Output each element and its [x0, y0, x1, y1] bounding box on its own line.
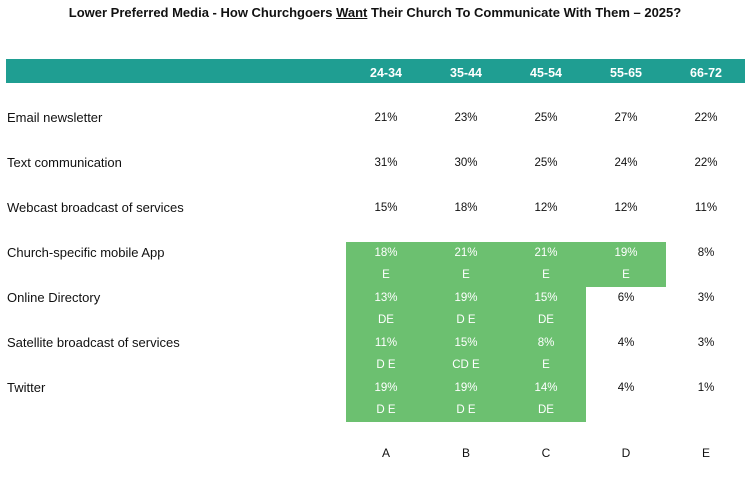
significance-cell: E [586, 264, 666, 287]
significance-cell: DE [506, 309, 586, 332]
title-suffix: Their Church To Communicate With Them – … [367, 5, 682, 20]
significance-cell: E [426, 264, 506, 287]
significance-cell: DE [506, 399, 586, 422]
value-cell: 6% [617, 292, 635, 304]
value-cell: 31% [374, 157, 398, 169]
value-cell: 24% [614, 157, 638, 169]
value-cell: 25% [534, 112, 558, 124]
column-header-66-72: 66-72 [690, 66, 722, 80]
column-letter-E: E [701, 446, 710, 460]
column-header-24-34: 24-34 [370, 66, 402, 80]
column-letter-C: C [541, 446, 551, 460]
value-cell: 22% [694, 157, 718, 169]
value-cell: 13% [346, 287, 426, 309]
value-cell: 27% [614, 112, 638, 124]
value-cell: 18% [346, 242, 426, 264]
value-cell: 22% [694, 112, 718, 124]
value-cell: 21% [506, 242, 586, 264]
value-cell: 19% [586, 242, 666, 264]
value-cell: 4% [617, 337, 635, 349]
value-cell: 25% [534, 157, 558, 169]
column-letter-A: A [381, 446, 390, 460]
value-cell: 11% [694, 202, 718, 214]
significance-cell: CD E [426, 354, 506, 377]
value-cell: 21% [374, 112, 398, 124]
value-cell: 15% [426, 332, 506, 354]
value-cell: 18% [454, 202, 478, 214]
column-header-45-54: 45-54 [530, 66, 562, 80]
column-letter-D: D [621, 446, 631, 460]
row-label: Satellite broadcast of services [7, 335, 180, 350]
row-label: Church-specific mobile App [7, 245, 165, 260]
value-cell: 1% [697, 382, 715, 394]
significance-cell: D E [346, 399, 426, 422]
significance-cell: D E [426, 399, 506, 422]
row-label: Email newsletter [7, 110, 103, 125]
value-cell: 14% [506, 377, 586, 399]
row-label: Online Directory [7, 290, 101, 305]
title-emphasis: Want [336, 5, 368, 20]
header-bar: 24-34 35-44 45-54 55-65 66-72 [6, 59, 745, 83]
value-cell: 12% [534, 202, 558, 214]
significance-cell: D E [426, 309, 506, 332]
value-cell: 19% [426, 287, 506, 309]
value-cell: 30% [454, 157, 478, 169]
row-label: Text communication [7, 155, 122, 170]
row-label: Webcast broadcast of services [7, 200, 184, 215]
column-header-35-44: 35-44 [450, 66, 482, 80]
value-cell: 4% [617, 382, 635, 394]
column-header-55-65: 55-65 [610, 66, 642, 80]
chart-title: Lower Preferred Media - How Churchgoers … [0, 5, 750, 20]
significance-cell: E [346, 264, 426, 287]
value-cell: 11% [346, 332, 426, 354]
value-cell: 3% [697, 337, 715, 349]
value-cell: 15% [506, 287, 586, 309]
value-cell: 3% [697, 292, 715, 304]
value-cell: 12% [614, 202, 638, 214]
significance-cell: E [506, 354, 586, 377]
significance-cell: E [506, 264, 586, 287]
value-cell: 15% [374, 202, 398, 214]
value-cell: 8% [697, 247, 715, 259]
value-cell: 8% [506, 332, 586, 354]
value-cell: 19% [426, 377, 506, 399]
title-prefix: Lower Preferred Media - How Churchgoers [68, 5, 337, 20]
row-label: Twitter [7, 380, 46, 395]
significance-cell: D E [346, 354, 426, 377]
value-cell: 23% [454, 112, 478, 124]
value-cell: 21% [426, 242, 506, 264]
column-letter-B: B [461, 446, 470, 460]
value-cell: 19% [346, 377, 426, 399]
significance-cell: DE [346, 309, 426, 332]
